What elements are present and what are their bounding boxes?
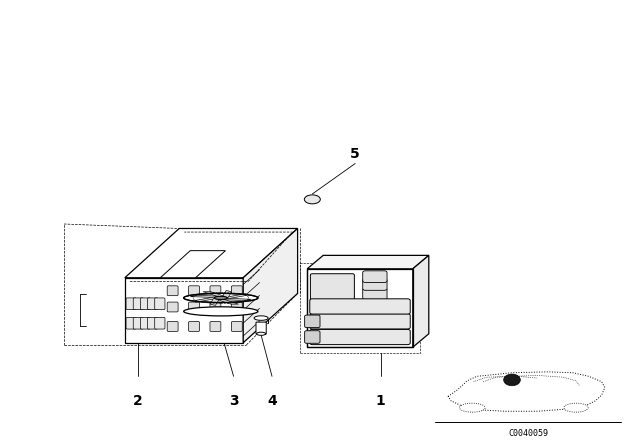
Polygon shape — [125, 228, 298, 278]
Ellipse shape — [305, 195, 321, 204]
Ellipse shape — [257, 332, 266, 335]
Ellipse shape — [460, 403, 485, 412]
FancyBboxPatch shape — [155, 298, 165, 310]
Polygon shape — [227, 293, 246, 299]
Polygon shape — [160, 251, 225, 278]
Circle shape — [504, 374, 520, 386]
Ellipse shape — [184, 307, 258, 316]
Text: 2: 2 — [132, 394, 143, 408]
FancyBboxPatch shape — [167, 302, 178, 312]
Polygon shape — [210, 298, 219, 306]
FancyBboxPatch shape — [189, 286, 200, 296]
FancyBboxPatch shape — [133, 318, 143, 329]
FancyBboxPatch shape — [126, 318, 136, 329]
FancyBboxPatch shape — [363, 288, 387, 300]
FancyBboxPatch shape — [148, 318, 158, 329]
Polygon shape — [307, 255, 429, 269]
FancyBboxPatch shape — [140, 298, 150, 310]
FancyBboxPatch shape — [310, 314, 410, 329]
Polygon shape — [203, 292, 225, 297]
Polygon shape — [190, 295, 219, 297]
FancyBboxPatch shape — [232, 302, 243, 312]
FancyBboxPatch shape — [210, 322, 221, 332]
FancyBboxPatch shape — [232, 286, 243, 296]
Ellipse shape — [254, 316, 268, 320]
Ellipse shape — [564, 403, 588, 412]
FancyBboxPatch shape — [310, 329, 410, 345]
FancyBboxPatch shape — [126, 298, 136, 310]
Text: 5: 5 — [350, 147, 360, 161]
FancyBboxPatch shape — [363, 271, 387, 283]
Polygon shape — [307, 269, 413, 347]
Ellipse shape — [214, 297, 227, 300]
Text: 1: 1 — [376, 394, 386, 408]
FancyBboxPatch shape — [148, 298, 158, 310]
FancyBboxPatch shape — [310, 299, 410, 314]
FancyBboxPatch shape — [305, 331, 320, 343]
Polygon shape — [243, 228, 298, 343]
FancyBboxPatch shape — [256, 322, 266, 334]
FancyBboxPatch shape — [167, 286, 178, 296]
FancyBboxPatch shape — [310, 274, 355, 302]
Polygon shape — [195, 297, 214, 302]
Ellipse shape — [184, 293, 258, 302]
FancyBboxPatch shape — [210, 286, 221, 296]
Polygon shape — [413, 255, 429, 347]
FancyBboxPatch shape — [155, 318, 165, 329]
FancyBboxPatch shape — [140, 318, 150, 329]
FancyBboxPatch shape — [167, 322, 178, 332]
FancyBboxPatch shape — [363, 279, 387, 290]
FancyBboxPatch shape — [210, 302, 221, 312]
Polygon shape — [217, 300, 239, 304]
FancyBboxPatch shape — [189, 302, 200, 312]
Text: 4: 4 — [267, 394, 277, 408]
FancyBboxPatch shape — [232, 322, 243, 332]
Text: 3: 3 — [228, 394, 239, 408]
Polygon shape — [223, 298, 252, 301]
FancyBboxPatch shape — [133, 298, 143, 310]
Text: C0040059: C0040059 — [508, 429, 548, 438]
FancyBboxPatch shape — [189, 322, 200, 332]
Polygon shape — [125, 278, 243, 343]
Polygon shape — [223, 290, 232, 297]
FancyBboxPatch shape — [305, 315, 320, 327]
